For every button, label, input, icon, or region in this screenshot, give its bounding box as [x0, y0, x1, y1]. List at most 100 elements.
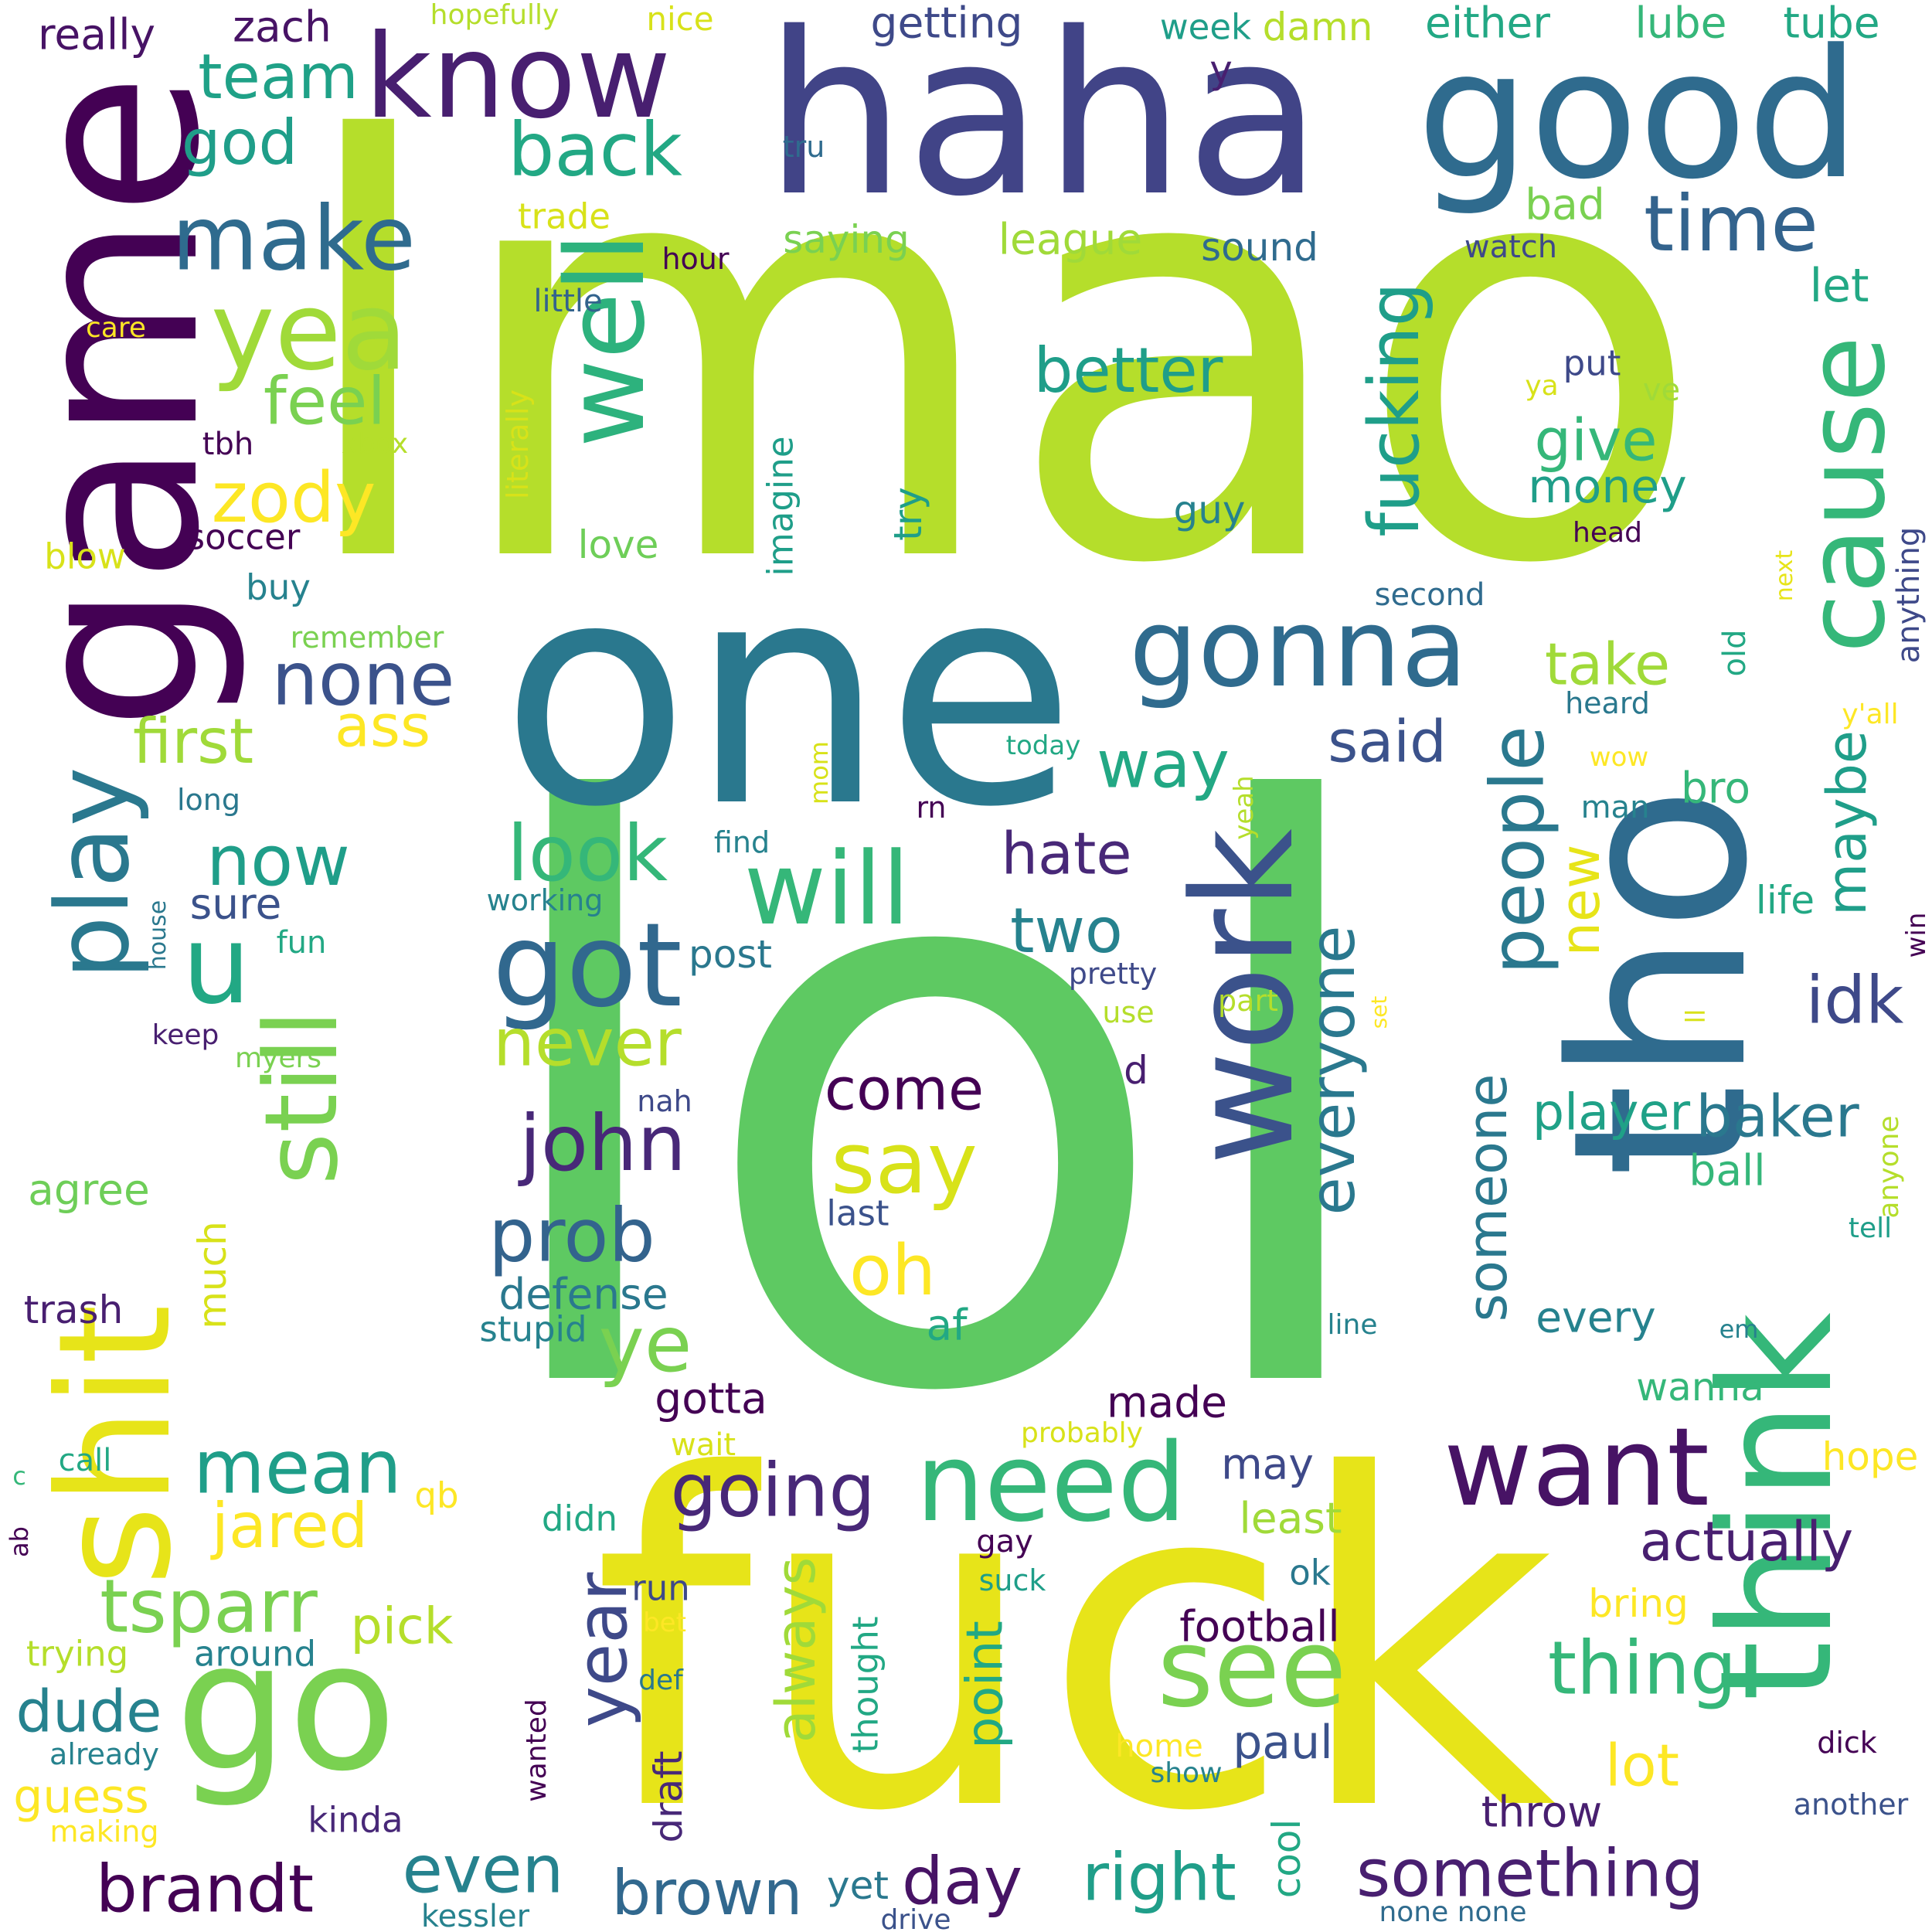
word-yeah: yeah — [1229, 775, 1260, 840]
word-rn: rn — [916, 791, 947, 825]
word-much: much — [190, 1221, 235, 1329]
word-zach: zach — [233, 2, 332, 52]
word-soccer: soccer — [186, 516, 301, 558]
word-week: week — [1159, 6, 1252, 48]
word-right: right — [1082, 1839, 1236, 1917]
word-hopefully: hopefully — [430, 0, 560, 31]
word-next: next — [1771, 549, 1798, 602]
word-first: first — [132, 706, 254, 777]
word-idk: idk — [1805, 962, 1904, 1039]
word-gonna: gonna — [1129, 586, 1468, 712]
word-ok: ok — [1289, 1552, 1331, 1594]
word-brown: brown — [611, 1857, 803, 1929]
word-post: post — [689, 932, 772, 977]
word-love: love — [577, 522, 659, 567]
word-hour: hour — [662, 242, 730, 276]
word-need: need — [916, 1420, 1186, 1546]
word-brandt: brandt — [95, 1851, 315, 1928]
word-buy: buy — [246, 566, 311, 608]
word-tell: tell — [1848, 1213, 1893, 1244]
word-people: people — [1475, 725, 1561, 975]
word-thing: thing — [1547, 1626, 1737, 1712]
word-qb: qb — [414, 1475, 459, 1516]
word-trash: trash — [23, 1287, 124, 1332]
word-may: may — [1221, 1439, 1314, 1489]
word-xbox: xbox — [341, 428, 409, 460]
word-oh: oh — [849, 1230, 937, 1311]
word-another: another — [1793, 1787, 1909, 1821]
word-never: never — [493, 1005, 682, 1082]
word-see: see — [1157, 1606, 1347, 1732]
word-fun: fun — [276, 925, 327, 961]
word-ve: ve — [1642, 372, 1681, 408]
word-cool: cool — [1264, 1818, 1309, 1899]
word-yea: yea — [210, 269, 408, 395]
word-sound: sound — [1201, 225, 1318, 270]
word-house: house — [145, 900, 172, 971]
word-wanna: wanna — [1636, 1365, 1764, 1410]
word-zody: zody — [211, 457, 376, 539]
word-head: head — [1573, 517, 1642, 549]
word-show: show — [1150, 1757, 1223, 1789]
word-maybe: maybe — [1815, 730, 1879, 917]
word-make: make — [172, 187, 416, 291]
word-set: set — [1366, 995, 1392, 1029]
word-bet: bet — [643, 1607, 686, 1638]
word-now: now — [206, 821, 350, 902]
word-line: line — [1327, 1309, 1378, 1341]
word-ab: ab — [5, 1526, 34, 1557]
word-fucking: fucking — [1354, 282, 1435, 537]
word-call: call — [58, 1443, 112, 1478]
word-u: u — [182, 903, 251, 1029]
word-use: use — [1102, 995, 1155, 1029]
word-pick: pick — [350, 1597, 454, 1656]
word-time: time — [1644, 179, 1818, 269]
word-blow: blow — [44, 536, 126, 577]
word-nice: nice — [646, 0, 714, 38]
word-go: go — [175, 1604, 397, 1811]
word-tube: tube — [1783, 0, 1880, 48]
word-year: year — [562, 1572, 643, 1728]
word-still: still — [243, 1009, 360, 1185]
word-long: long — [176, 783, 241, 817]
word-anyone: anyone — [1873, 1115, 1905, 1219]
word-agree: agree — [28, 1165, 150, 1215]
word-guy: guy — [1173, 488, 1246, 532]
word-money: money — [1528, 460, 1687, 514]
word-run: run — [631, 1567, 690, 1609]
word-really: really — [37, 9, 156, 60]
word-will: will — [743, 830, 910, 947]
word-hate: hate — [1001, 819, 1132, 888]
word-find: find — [713, 825, 770, 859]
word-every: every — [1536, 1292, 1656, 1342]
word-wanted: wanted — [521, 1699, 553, 1802]
word-saying: saying — [783, 217, 910, 262]
word-put: put — [1563, 342, 1621, 384]
word-fuck: fuck — [592, 1380, 1556, 1911]
word-today: today — [1005, 730, 1081, 761]
word-defense: defense — [498, 1269, 668, 1319]
word-wow: wow — [1589, 742, 1649, 773]
word-tbh: tbh — [202, 427, 254, 462]
word-feel: feel — [263, 363, 386, 440]
word-trade: trade — [518, 196, 611, 237]
word-better: better — [1033, 335, 1223, 406]
word-come: come — [824, 1055, 985, 1124]
word-least: least — [1239, 1493, 1342, 1543]
word-man: man — [1580, 790, 1650, 825]
word-stupid: stupid — [479, 1308, 587, 1350]
word-ya: ya — [1525, 370, 1559, 402]
word-didn: didn — [541, 1498, 618, 1539]
word-literally: literally — [501, 389, 535, 499]
word-trying: trying — [26, 1633, 129, 1675]
word-old: old — [1717, 629, 1753, 677]
word-play: play — [34, 767, 151, 980]
word-remember: remember — [290, 621, 444, 655]
word-well: well — [543, 232, 669, 448]
word-def: def — [638, 1665, 683, 1696]
word-player: player — [1532, 1083, 1691, 1142]
word-lmao: lmao — [288, 22, 1706, 689]
word-myers: myers — [234, 1043, 322, 1074]
word-d: d — [1124, 1048, 1148, 1093]
word-kinda: kinda — [308, 1799, 403, 1841]
